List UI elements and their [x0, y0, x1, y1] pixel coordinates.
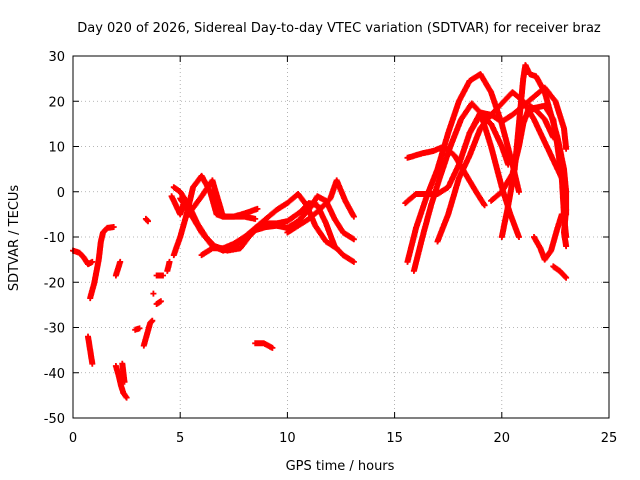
y-axis-ticks: -50 -40 -30 -20 -10 0 10 20 30: [44, 50, 609, 427]
data-point-markers: [531, 211, 565, 263]
chart-title: Day 020 of 2026, Sidereal Day-to-day VTE…: [77, 21, 601, 36]
data-points: [70, 62, 570, 401]
series-arc03: [85, 333, 96, 367]
series-arc04: [112, 258, 124, 279]
series-arc02: [87, 224, 117, 302]
x-tick-label: 5: [176, 431, 184, 446]
y-tick-label: -30: [44, 322, 65, 337]
x-tick-label: 10: [279, 431, 296, 446]
data-point-markers: [177, 191, 340, 254]
series-arc08: [142, 215, 151, 225]
y-tick-label: 0: [57, 186, 65, 201]
y-tick-label: -50: [44, 412, 65, 427]
y-tick-label: 10: [48, 141, 65, 156]
data-point-markers: [164, 258, 173, 274]
y-tick-label: -20: [44, 276, 65, 291]
data-point-markers: [183, 177, 259, 222]
data-point-markers: [112, 258, 124, 279]
x-axis-label: GPS time / hours: [286, 459, 395, 474]
data-point-markers: [112, 363, 130, 401]
data-point-markers: [252, 340, 276, 351]
series-arc32: [550, 263, 570, 281]
series-arc12: [153, 272, 166, 279]
series-arc10: [150, 290, 157, 297]
y-axis-label: SDTVAR / TECUs: [7, 185, 22, 292]
series-arc13: [164, 258, 173, 274]
y-tick-label: -40: [44, 367, 65, 382]
series-arc07: [132, 325, 143, 333]
data-point-markers: [150, 290, 157, 297]
data-point-markers: [153, 272, 166, 279]
data-point-markers: [142, 215, 151, 225]
x-tick-label: 0: [69, 431, 77, 446]
data-point-markers: [140, 317, 156, 349]
series-arc31: [531, 211, 565, 263]
series-arc06: [119, 360, 128, 385]
x-tick-label: 25: [601, 431, 618, 446]
series-arc11: [153, 298, 164, 307]
data-point-markers: [153, 298, 164, 307]
y-tick-label: 20: [48, 95, 65, 110]
series-arc18: [177, 191, 340, 254]
data-point-markers: [520, 102, 570, 240]
series-arc01: [70, 247, 96, 268]
series-arc09: [140, 317, 156, 349]
data-point-markers: [119, 360, 128, 385]
x-axis-ticks: 0 5 10 15 20 25: [69, 56, 617, 446]
series-arc19: [183, 177, 259, 222]
data-point-markers: [70, 247, 96, 268]
data-point-markers: [284, 177, 357, 236]
series-arc20: [284, 177, 357, 236]
series-arc21: [252, 340, 276, 351]
x-tick-label: 20: [494, 431, 511, 446]
data-point-markers: [87, 224, 117, 302]
data-point-markers: [132, 325, 143, 333]
series-arc05: [112, 363, 130, 401]
x-tick-label: 15: [386, 431, 403, 446]
data-point-markers: [550, 263, 570, 281]
series-arc30: [520, 102, 570, 240]
data-point-markers: [85, 333, 96, 367]
y-tick-label: 30: [48, 50, 65, 65]
y-tick-label: -10: [44, 231, 65, 246]
